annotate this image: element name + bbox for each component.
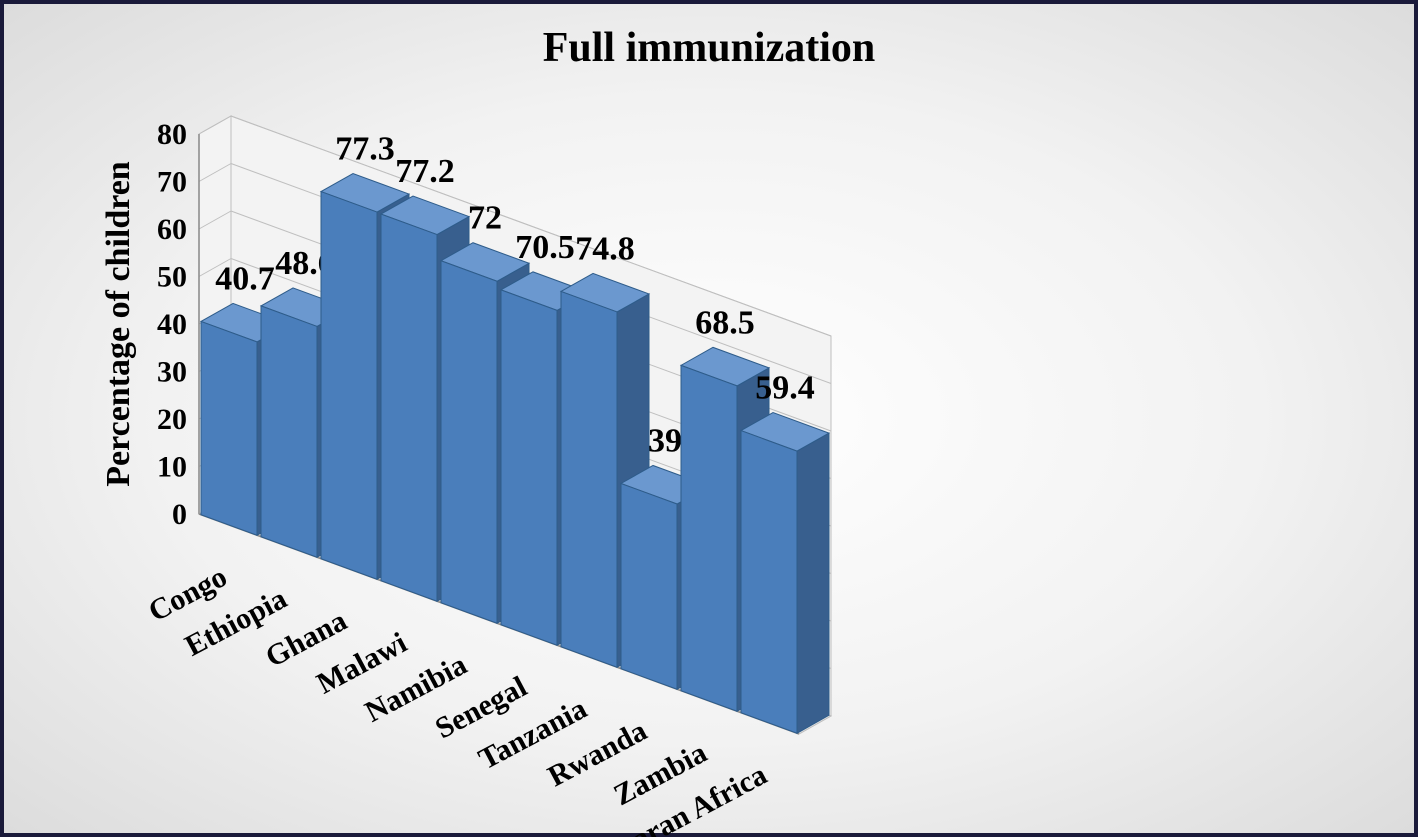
chart-svg: 0 10 20 30 40 50 60 70 80 Percentage of children 4… (49, 94, 1379, 814)
bar-value-label: 74.8 (575, 230, 635, 267)
y-tick-label: 10 (157, 451, 187, 484)
y-tick-label: 50 (157, 261, 187, 294)
bar-value-label: 77.3 (335, 131, 395, 168)
bar-value-label: 40.7 (215, 260, 275, 297)
bar-value-label: 68.5 (695, 304, 755, 341)
bar-value-label: 72 (468, 200, 502, 237)
y-tick-label: 40 (157, 308, 187, 341)
chart-title: Full immunization (4, 24, 1414, 72)
bar-value-label: 70.5 (515, 229, 575, 266)
y-tick-label: 0 (172, 498, 187, 531)
bar-value-label: 39 (648, 422, 682, 459)
bar (741, 413, 829, 734)
chart-stage: 0 10 20 30 40 50 60 70 80 Percentage of children 4… (49, 94, 1379, 814)
y-tick-label: 20 (157, 403, 187, 436)
bar-value-label: 77.2 (395, 153, 455, 190)
chart-frame: Full immunization 0 10 20 30 40 50 60 70 80 Perce… (0, 0, 1418, 837)
bar-value-label: 59.4 (755, 370, 815, 407)
y-tick-label: 80 (157, 118, 187, 151)
y-axis-label: Percentage of children (100, 161, 137, 487)
y-tick-label: 30 (157, 356, 187, 389)
y-tick-label: 60 (157, 213, 187, 246)
y-tick-label: 70 (157, 166, 187, 199)
